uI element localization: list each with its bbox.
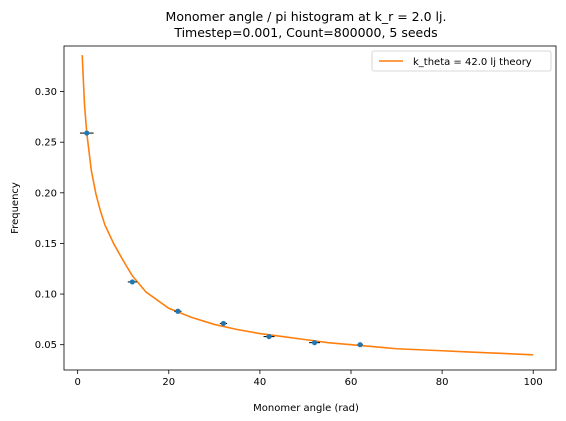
data-point xyxy=(311,340,318,346)
y-tick-label: 0.30 xyxy=(35,87,57,98)
chart-subtitle: Timestep=0.001, Count=800000, 5 seeds xyxy=(173,25,437,40)
y-tick-label: 0.05 xyxy=(35,340,57,351)
data-point xyxy=(220,320,227,327)
x-tick-label: 60 xyxy=(345,377,358,388)
legend: k_theta = 42.0 lj theory xyxy=(371,50,552,72)
y-tick-label: 0.15 xyxy=(35,239,57,250)
chart-title: Monomer angle / pi histogram at k_r = 2.… xyxy=(166,9,447,24)
y-axis-label: Frequency xyxy=(10,182,21,234)
legend-entry-theory: k_theta = 42.0 lj theory xyxy=(413,57,532,68)
x-tick-label: 0 xyxy=(74,377,80,388)
x-axis-label: Monomer angle (rad) xyxy=(253,403,359,414)
plot-area xyxy=(79,55,534,356)
y-axis-ticks: 0.05 0.10 0.15 0.20 0.25 0.30 xyxy=(35,87,64,351)
y-tick-label: 0.10 xyxy=(35,290,57,301)
data-point xyxy=(266,333,272,340)
x-tick-label: 100 xyxy=(524,377,543,388)
data-point xyxy=(129,279,135,285)
x-axis-ticks: 0 20 40 60 80 100 xyxy=(74,370,543,388)
x-tick-label: 80 xyxy=(436,377,449,388)
x-tick-label: 20 xyxy=(162,377,175,388)
plot-frame xyxy=(63,45,557,371)
y-tick-label: 0.25 xyxy=(35,138,57,149)
data-point xyxy=(357,342,363,348)
theory-curve xyxy=(81,55,534,356)
data-point xyxy=(84,130,90,136)
data-point xyxy=(175,308,181,314)
legend-box xyxy=(371,50,552,72)
y-tick-label: 0.20 xyxy=(35,188,57,199)
x-tick-label: 40 xyxy=(254,377,267,388)
